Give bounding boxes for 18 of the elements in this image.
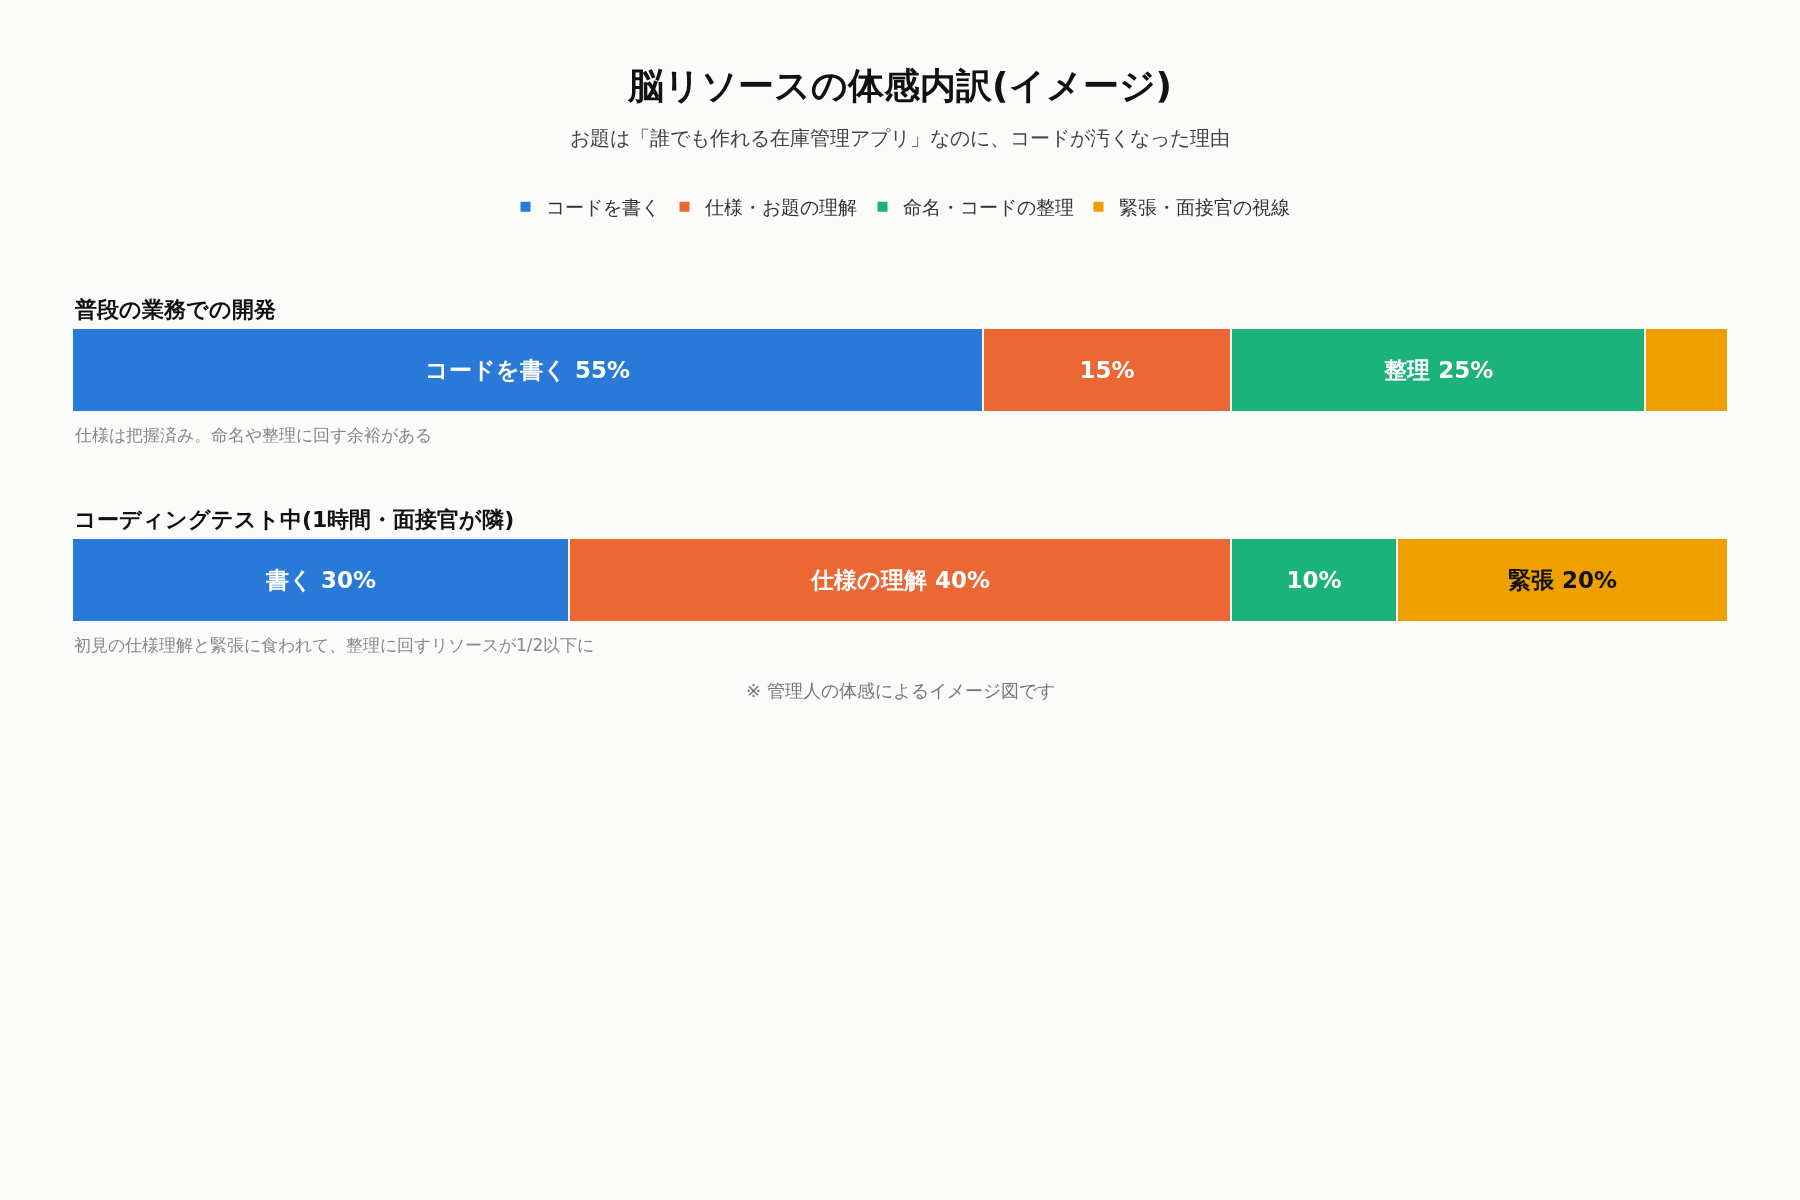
text: ※ 管理人の体感によるイメージ図です bbox=[746, 680, 1055, 701]
y-tick-label: コーディングテスト中(1時間・面接官が隣) bbox=[74, 507, 515, 532]
annotation: 仕様は把握済み。命名や整理に回す余裕がある bbox=[74, 425, 432, 445]
data-label: コードを書く 55% bbox=[424, 357, 630, 383]
data-label: 整理 25% bbox=[1383, 357, 1494, 383]
legend-label: 仕様・お題の理解 bbox=[703, 196, 857, 219]
data-label: 書く 30% bbox=[264, 567, 376, 593]
data-label: 仕様の理解 40% bbox=[809, 567, 991, 593]
text: 初見の仕様理解と緊張に食われて、整理に回すリソースが1/2以下に bbox=[74, 635, 595, 655]
data-label: 緊張 20% bbox=[1507, 567, 1617, 593]
legend-label: 緊張・面接官の視線 bbox=[1118, 196, 1290, 219]
chart-subtitle: お題は「誰でも作れる在庫管理アプリ」なのに、コードが汚くなった理由 bbox=[570, 126, 1230, 150]
chart-title: 脳リソースの体感内訳(イメージ) bbox=[627, 64, 1172, 106]
data-label: 10% bbox=[1286, 567, 1342, 593]
legend-label: 命名・コードの整理 bbox=[902, 196, 1074, 219]
data-label: 15% bbox=[1079, 357, 1135, 383]
legend-label: コードを書く bbox=[545, 196, 660, 219]
y-tick-label: 普段の業務での開発 bbox=[74, 297, 276, 322]
